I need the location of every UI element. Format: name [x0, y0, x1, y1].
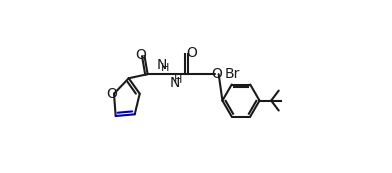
- Text: H: H: [174, 75, 182, 85]
- Text: Br: Br: [224, 67, 240, 81]
- Text: O: O: [135, 48, 146, 62]
- Text: N: N: [157, 58, 167, 72]
- Text: O: O: [211, 67, 222, 81]
- Text: N: N: [170, 76, 180, 90]
- Text: O: O: [106, 87, 117, 101]
- Text: H: H: [161, 63, 169, 73]
- Text: O: O: [186, 46, 197, 60]
